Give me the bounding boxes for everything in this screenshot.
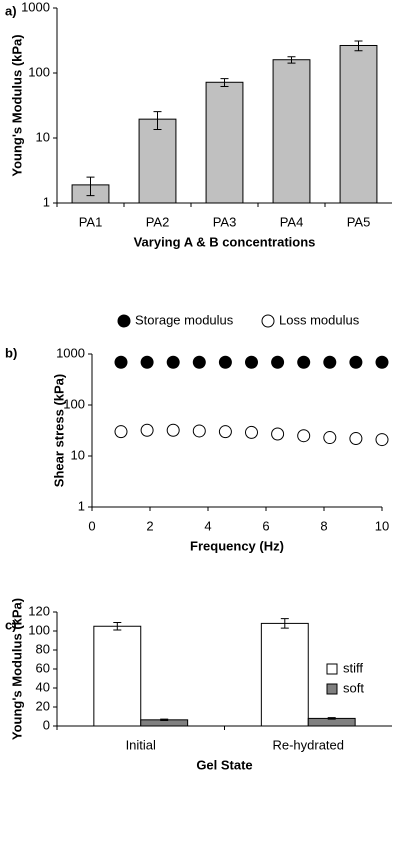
point [323, 355, 337, 369]
y-tick-label: 20 [36, 698, 50, 713]
y-tick-label: 80 [36, 641, 50, 656]
point [114, 355, 128, 369]
x-tick-label: Re-hydrated [272, 737, 344, 752]
bar [272, 59, 311, 204]
legend-label: stiff [343, 660, 363, 675]
point [140, 423, 154, 437]
x-tick-label: PA4 [280, 214, 304, 229]
error-bar [86, 176, 95, 197]
point [166, 355, 180, 369]
point [271, 427, 285, 441]
x-tick-label: 2 [146, 518, 153, 533]
x-tick-label: PA5 [347, 214, 371, 229]
y-tick-label: 100 [28, 64, 50, 79]
bar [339, 44, 378, 204]
panel-label: a) [5, 3, 17, 18]
error-bar [160, 718, 169, 721]
y-axis-title: Shear stress (kPa) [51, 374, 66, 487]
bar [260, 622, 309, 727]
x-tick-label: PA1 [79, 214, 103, 229]
bar [138, 118, 177, 204]
x-tick-label: 10 [375, 518, 389, 533]
point [297, 355, 311, 369]
y-tick-label: 120 [28, 603, 50, 618]
legend-label: Storage modulus [135, 312, 234, 327]
y-tick-label: 1 [43, 194, 50, 209]
point [375, 355, 389, 369]
point [323, 431, 337, 445]
y-tick-label: 10 [71, 447, 85, 462]
legend-label: Loss modulus [279, 312, 360, 327]
y-tick-label: 1 [78, 498, 85, 513]
legend-marker [261, 314, 275, 328]
y-tick-label: 1000 [21, 0, 50, 14]
x-tick-label: PA3 [213, 214, 237, 229]
point [140, 355, 154, 369]
y-tick-label: 100 [63, 396, 85, 411]
y-tick-label: 10 [36, 129, 50, 144]
x-axis-title: Gel State [196, 757, 252, 772]
x-axis-title: Frequency (Hz) [190, 538, 284, 553]
x-tick-label: PA2 [146, 214, 170, 229]
bar [205, 81, 244, 204]
point [218, 355, 232, 369]
point [218, 425, 232, 439]
panel-label: c) [5, 617, 17, 632]
x-tick-label: 0 [88, 518, 95, 533]
point [166, 423, 180, 437]
point [245, 355, 258, 369]
error-bar [153, 111, 162, 131]
x-tick-label: 8 [320, 518, 327, 533]
y-tick-label: 0 [43, 717, 50, 732]
y-tick-label: 60 [36, 660, 50, 675]
y-axis-title: Young's Modulus (kPa) [9, 598, 24, 740]
error-bar [327, 717, 336, 720]
error-bar [287, 56, 296, 64]
x-axis-title: Varying A & B concentrations [134, 234, 316, 249]
error-bar [280, 618, 289, 629]
x-tick-label: Initial [126, 737, 156, 752]
legend-marker [326, 683, 338, 695]
point [297, 429, 311, 443]
point [192, 355, 206, 369]
x-tick-label: 6 [262, 518, 269, 533]
error-bar [113, 621, 122, 631]
y-tick-label: 100 [28, 622, 50, 637]
point [114, 425, 128, 439]
y-tick-label: 40 [36, 679, 50, 694]
panel-label: b) [5, 345, 17, 360]
x-tick-label: 4 [204, 518, 211, 533]
y-tick-label: 1000 [56, 345, 85, 360]
y-axis-title: Young's Modulus (kPa) [9, 34, 24, 176]
point [375, 433, 389, 447]
legend-marker [117, 314, 131, 328]
error-bar [220, 78, 229, 87]
point [245, 425, 258, 439]
point [349, 432, 363, 446]
point [349, 355, 363, 369]
point [271, 355, 285, 369]
legend-marker [326, 663, 338, 675]
bar [93, 625, 142, 727]
error-bar [354, 40, 363, 52]
point [192, 424, 206, 438]
legend-label: soft [343, 680, 364, 695]
